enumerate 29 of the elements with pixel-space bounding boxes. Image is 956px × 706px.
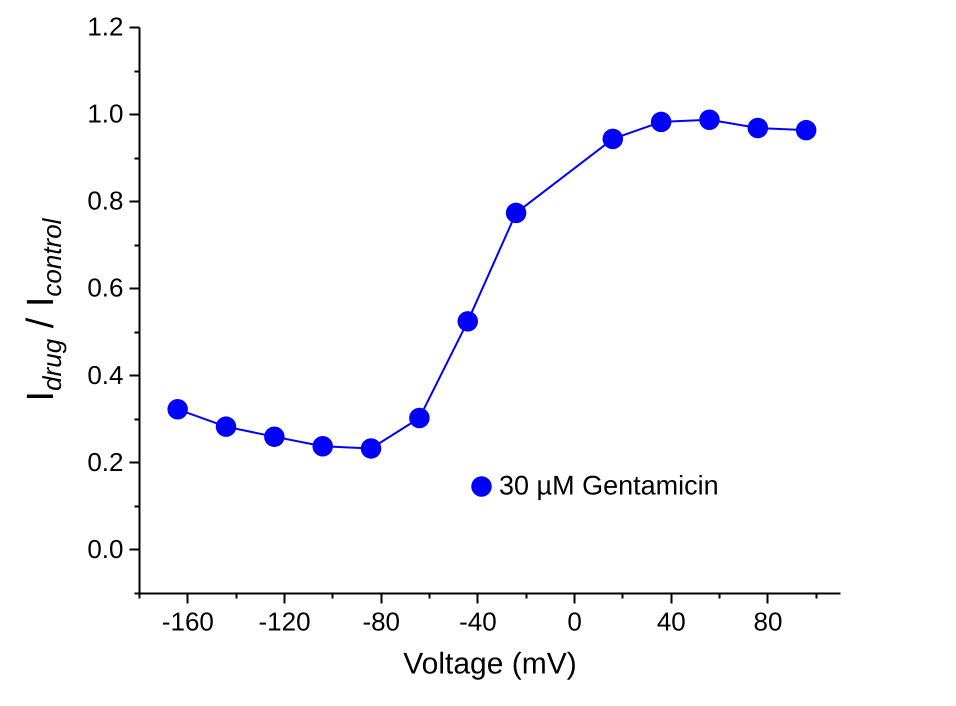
y-tick-label: 1.0 [87, 98, 124, 129]
point [506, 202, 526, 224]
point [360, 438, 382, 459]
point [699, 110, 720, 130]
y-tick-label: 0.4 [87, 360, 124, 390]
point [796, 120, 816, 140]
y-tick-label: 0.2 [87, 446, 124, 477]
x-tick-label: 40 [656, 606, 686, 636]
point [650, 112, 672, 132]
point [409, 408, 430, 428]
point [312, 436, 333, 456]
x-axis-title: Voltage (mV) [403, 648, 577, 680]
x-tick-label: 80 [754, 606, 782, 636]
legend-label: 30 µM Gentamicin [499, 470, 719, 500]
point [167, 399, 188, 420]
point [602, 128, 624, 150]
x-tick-label: -80 [362, 606, 400, 636]
y-tick-label: 1.2 [87, 12, 124, 42]
y-tick-label: 0.8 [87, 186, 124, 216]
point [264, 426, 285, 447]
point [748, 118, 768, 138]
x-tick-label: 0 [567, 606, 582, 636]
y-tick-label: 0.6 [87, 272, 124, 303]
y-tick-label: 0.0 [87, 534, 124, 564]
x-tick-label: -120 [258, 606, 311, 636]
x-tick-label: -160 [162, 606, 214, 636]
x-tick-label: -40 [459, 606, 497, 636]
point [458, 311, 478, 332]
point [216, 416, 236, 437]
